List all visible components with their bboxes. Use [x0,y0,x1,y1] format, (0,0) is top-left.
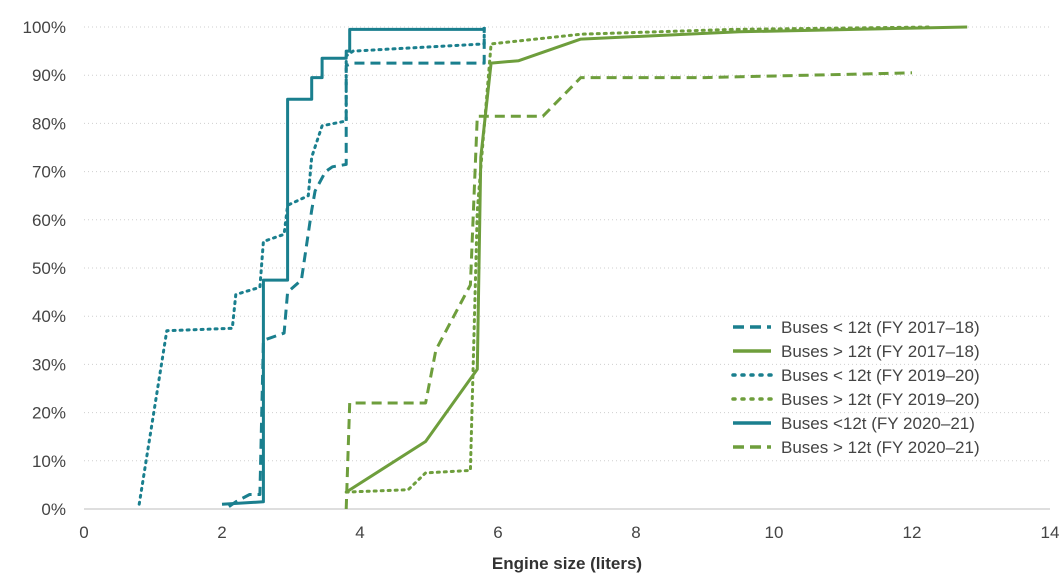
y-tick-label: 90% [32,66,66,85]
y-tick-label: 20% [32,404,66,423]
y-tick-label: 10% [32,452,66,471]
series-line-4 [344,25,935,494]
legend-label-3: Buses < 12t (FY 2019–20) [781,366,980,385]
y-tick-label: 40% [32,307,66,326]
y-tick-label: 50% [32,259,66,278]
x-axis-title: Engine size (liters) [492,554,642,573]
x-tick-label: 14 [1041,523,1060,542]
x-tick-label: 4 [355,523,364,542]
legend-label-6: Buses > 12t (FY 2020–21) [781,438,980,457]
x-tick-label: 2 [217,523,226,542]
x-tick-label: 6 [493,523,502,542]
series-line-5 [221,27,485,506]
gridlines [84,26,1050,462]
series-lines [137,25,968,510]
x-tick-label: 8 [631,523,640,542]
series-line-3 [137,25,486,506]
series-line-6 [344,71,913,510]
legend-label-1: Buses < 12t (FY 2017–18) [781,318,980,337]
x-tick-label: 12 [903,523,922,542]
y-tick-label: 100% [23,18,66,37]
legend: Buses < 12t (FY 2017–18) Buses > 12t (FY … [731,318,980,457]
x-tick-label: 10 [765,523,784,542]
series-line-1 [228,27,486,508]
y-tick-label: 70% [32,163,66,182]
y-tick-label: 30% [32,355,66,374]
y-tick-label: 0% [41,500,66,519]
y-tick-label: 80% [32,114,66,133]
axes: 0% 10% 20% 30% 40% 50% 60% 70% 80% 90% 100% 0 2 4 6 8 10… [23,18,1060,542]
x-tick-label: 0 [79,523,88,542]
legend-label-4: Buses > 12t (FY 2019–20) [781,390,980,409]
y-tick-label: 60% [32,211,66,230]
legend-label-5: Buses <12t (FY 2020–21) [781,414,975,433]
legend-label-2: Buses > 12t (FY 2017–18) [781,342,980,361]
series-line-2 [345,25,968,494]
